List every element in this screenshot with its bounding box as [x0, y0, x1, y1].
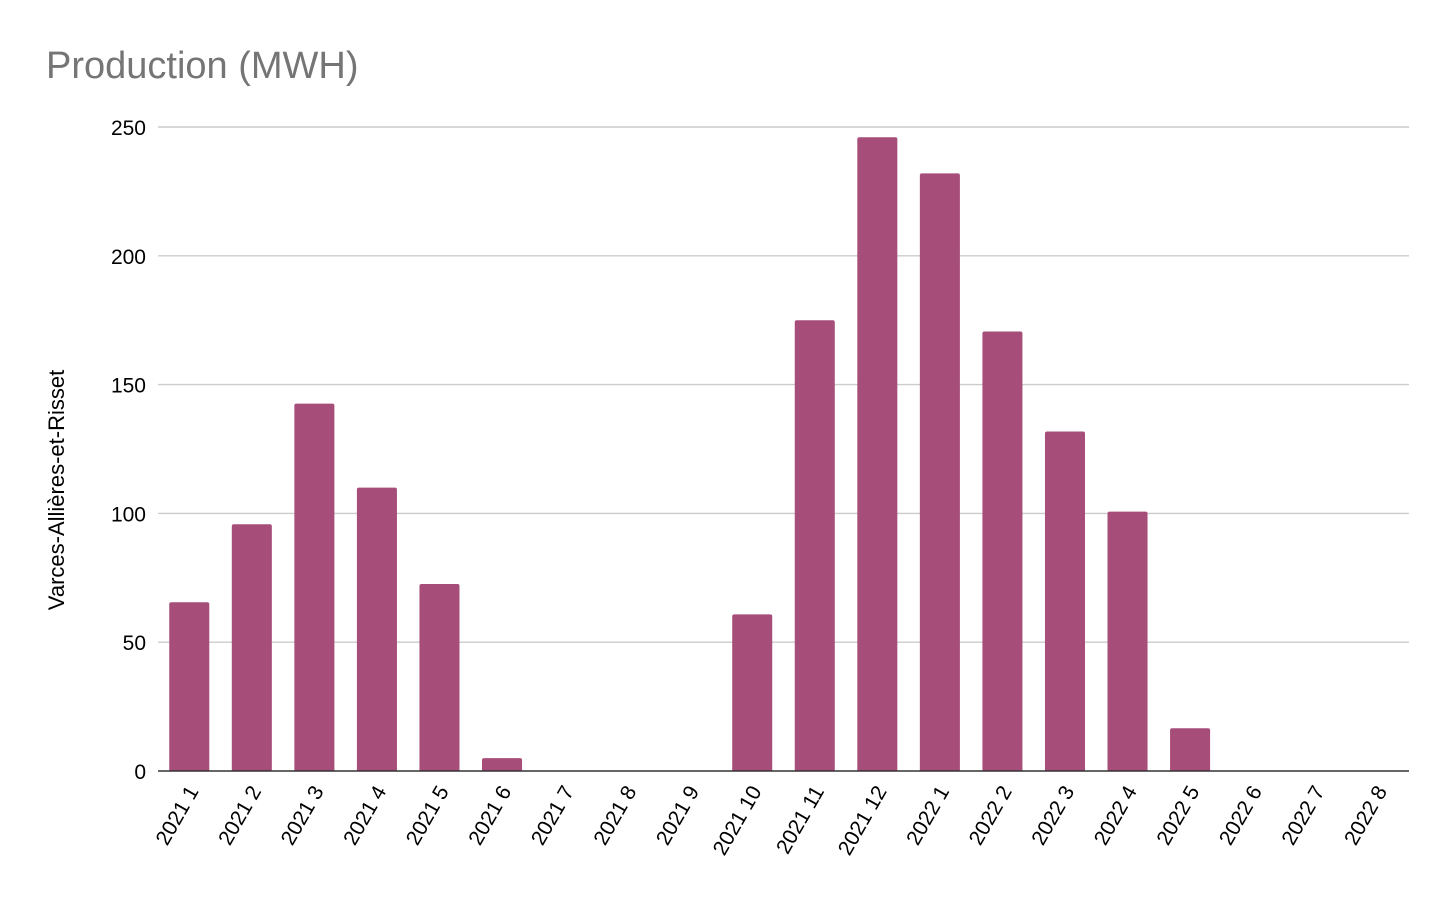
x-tick-label: 2022 7 — [1277, 782, 1329, 849]
x-tick-label: 2021 3 — [277, 782, 329, 849]
bar — [982, 331, 1023, 771]
x-tick-label: 2022 8 — [1340, 782, 1392, 849]
x-tick-label: 2022 2 — [965, 782, 1017, 849]
y-tick-label: 250 — [111, 117, 146, 140]
x-tick-label: 2022 4 — [1090, 782, 1142, 849]
x-tick-label: 2022 3 — [1027, 782, 1079, 849]
bar — [482, 758, 523, 771]
bars — [169, 137, 1211, 772]
x-tick-label: 2021 1 — [152, 782, 204, 849]
x-tick-label: 2021 7 — [527, 782, 579, 849]
bar — [419, 583, 460, 771]
chart-title: Production (MWH) — [46, 45, 359, 87]
y-axis-label: Varces-Allières-et-Risset — [44, 370, 69, 610]
bar — [356, 487, 397, 771]
x-tick-label: 2021 4 — [339, 782, 391, 849]
y-tick-label: 50 — [123, 632, 146, 655]
y-axis-ticks: 0 50 100 150 200 250 — [111, 117, 146, 784]
x-tick-label: 2022 5 — [1152, 782, 1204, 849]
y-tick-label: 0 — [134, 761, 146, 784]
x-tick-label: 2021 5 — [402, 782, 454, 849]
x-tick-label: 2021 2 — [214, 782, 266, 849]
x-tick-label: 2021 8 — [589, 782, 641, 849]
bar — [794, 320, 835, 771]
bar — [857, 137, 898, 771]
x-tick-label: 2022 1 — [902, 782, 954, 849]
bar — [231, 524, 272, 771]
x-tick-label: 2022 6 — [1215, 782, 1267, 849]
y-tick-label: 100 — [111, 503, 146, 526]
bar — [294, 403, 335, 771]
bar — [732, 614, 773, 771]
bar — [1044, 431, 1085, 771]
bar — [169, 602, 210, 771]
bar — [1107, 511, 1148, 771]
bar — [1170, 728, 1211, 771]
gridlines — [158, 126, 1409, 643]
x-tick-label: 2021 10 — [709, 782, 767, 859]
y-tick-label: 200 — [111, 246, 146, 269]
y-tick-label: 150 — [111, 375, 146, 398]
x-tick-label: 2021 12 — [834, 782, 892, 859]
bar — [919, 173, 960, 772]
x-tick-label: 2021 11 — [772, 782, 829, 858]
x-tick-label: 2021 6 — [464, 782, 516, 849]
x-axis-ticks: 2021 1 2021 2 2021 3 2021 4 2021 5 2021 6 2021… — [152, 782, 1392, 860]
x-tick-label: 2021 9 — [652, 782, 704, 849]
